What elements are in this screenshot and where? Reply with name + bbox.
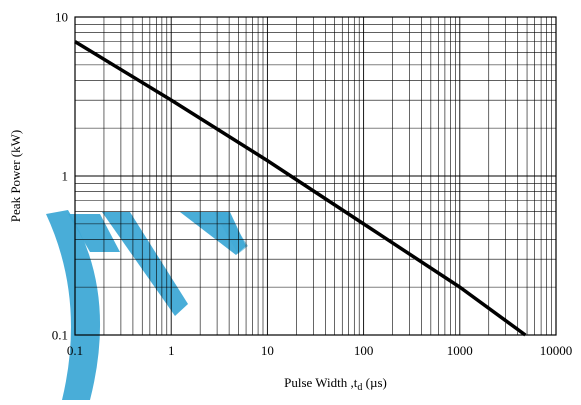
watermark-graphic: [46, 210, 248, 400]
x-axis-label: Pulse Width ,td (µs): [284, 375, 387, 393]
x-tick-label: 0.1: [67, 343, 83, 358]
y-tick-label: 1: [62, 169, 69, 184]
y-tick-label: 0.1: [52, 328, 68, 343]
y-axis-label: Peak Power (kW): [8, 130, 23, 222]
watermark-arc: [46, 210, 101, 400]
series: [74, 40, 527, 337]
y-tick-labels: 0.1 1 10: [52, 10, 68, 343]
plot-frame: [74, 16, 557, 336]
x-tick-label: 10000: [540, 343, 573, 358]
x-tick-labels: 0.1 1 10 100 1000 10000: [67, 343, 572, 358]
watermark-wedge-inner: [214, 212, 248, 254]
series-line-0: [74, 40, 527, 337]
watermark-stroke: [102, 212, 188, 316]
x-tick-label: 1000: [447, 343, 473, 358]
grid: [75, 17, 556, 335]
x-tick-label: 10: [261, 343, 274, 358]
y-tick-label: 10: [55, 10, 68, 25]
x-tick-label: 100: [354, 343, 374, 358]
x-tick-label: 1: [168, 343, 175, 358]
watermark-bar: [68, 214, 120, 252]
